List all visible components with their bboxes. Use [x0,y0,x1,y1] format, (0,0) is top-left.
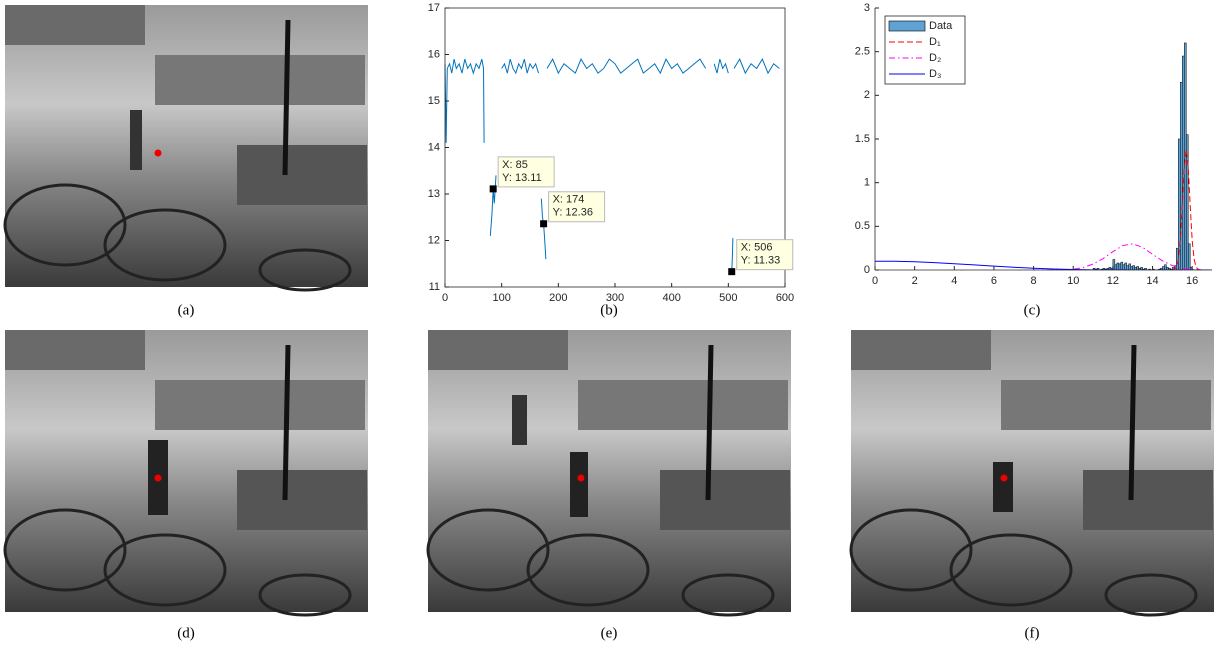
legend-label: D₁ [929,36,941,48]
photo-a [5,5,368,290]
caption: (e) [601,625,618,641]
y-tick-label: 13 [428,188,440,200]
data-line [1162,149,1212,270]
x-tick-label: 200 [549,292,567,304]
y-tick-label: 3 [864,2,870,14]
datatip-text: Y: 13.11 [502,172,542,184]
caption: (b) [600,302,618,318]
y-tick-label: 17 [428,2,440,14]
datatip-marker [540,220,548,228]
histogram-bar [1114,264,1118,270]
histogram-bar [1162,266,1165,270]
x-tick-label: 6 [991,275,997,287]
x-tick-label: 100 [492,292,510,304]
histogram-bar [1185,134,1189,270]
histogram-bar [1122,264,1126,270]
legend-label: D₂ [929,52,941,64]
data-line [444,58,780,272]
photo-f [851,330,1214,615]
x-tick-label: 0 [872,275,878,287]
datatip-text: Y: 11.33 [741,255,781,267]
histogram-bar [1136,266,1139,270]
datatip-marker [728,268,736,276]
x-tick-label: 600 [776,292,794,304]
data-line [1033,243,1212,270]
y-tick-label: 11 [429,281,440,293]
x-tick-label: 14 [1146,275,1158,287]
y-tick-label: 2 [864,89,870,101]
histogram-bar [1132,265,1135,270]
datatip-marker [489,185,497,193]
caption: (f) [1025,625,1040,641]
y-tick-label: 1.5 [855,133,870,145]
datatip-text: X: 85 [502,159,528,171]
caption: (a) [178,302,195,318]
axes-box [444,7,786,288]
histogram-bar [1164,264,1167,270]
histogram-bar [1182,55,1185,270]
x-tick-label: 0 [442,292,448,304]
photo-e [428,330,791,615]
datatip-text: Y: 12.36 [553,207,593,219]
y-tick-label: 1 [864,177,870,189]
y-tick-label: 16 [428,48,440,60]
datatip-box [736,239,794,271]
photo-d [5,330,368,615]
data-line [875,260,1212,270]
datatip-box [548,191,606,223]
y-tick-label: 15 [428,95,440,107]
histogram-bar [1124,262,1128,270]
y-tick-label: 0 [864,264,870,276]
legend-patch [888,20,926,32]
legend-label: D₃ [929,68,941,80]
x-tick-label: 300 [606,292,624,304]
x-tick-label: 4 [951,275,957,287]
x-tick-label: 16 [1186,275,1198,287]
histogram-bar [1187,243,1191,270]
y-tick-label: 2.5 [855,46,870,58]
y-tick-label: 14 [428,141,440,153]
y-tick-label: 0.5 [855,220,870,232]
histogram-bar [1126,265,1129,270]
datatip-text: X: 174 [553,194,585,206]
x-tick-label: 500 [719,292,737,304]
x-tick-label: 12 [1107,275,1119,287]
histogram-bar [1120,261,1124,270]
histogram-bar [1130,266,1133,270]
caption: (d) [177,625,195,641]
datatip-text: X: 506 [741,242,773,254]
histogram-bar [1118,263,1122,270]
x-tick-label: 10 [1067,275,1079,287]
caption: (c) [1024,302,1041,318]
datatip-box [497,156,555,188]
x-tick-label: 2 [912,275,918,287]
histogram-bar [1128,263,1131,270]
x-tick-label: 8 [1031,275,1037,287]
legend-label: Data [929,20,953,32]
histogram-bar [1140,267,1143,270]
plot-area [875,42,1212,270]
x-tick-label: 400 [662,292,680,304]
y-tick-label: 12 [428,234,440,246]
histogram-bar [1116,262,1120,270]
